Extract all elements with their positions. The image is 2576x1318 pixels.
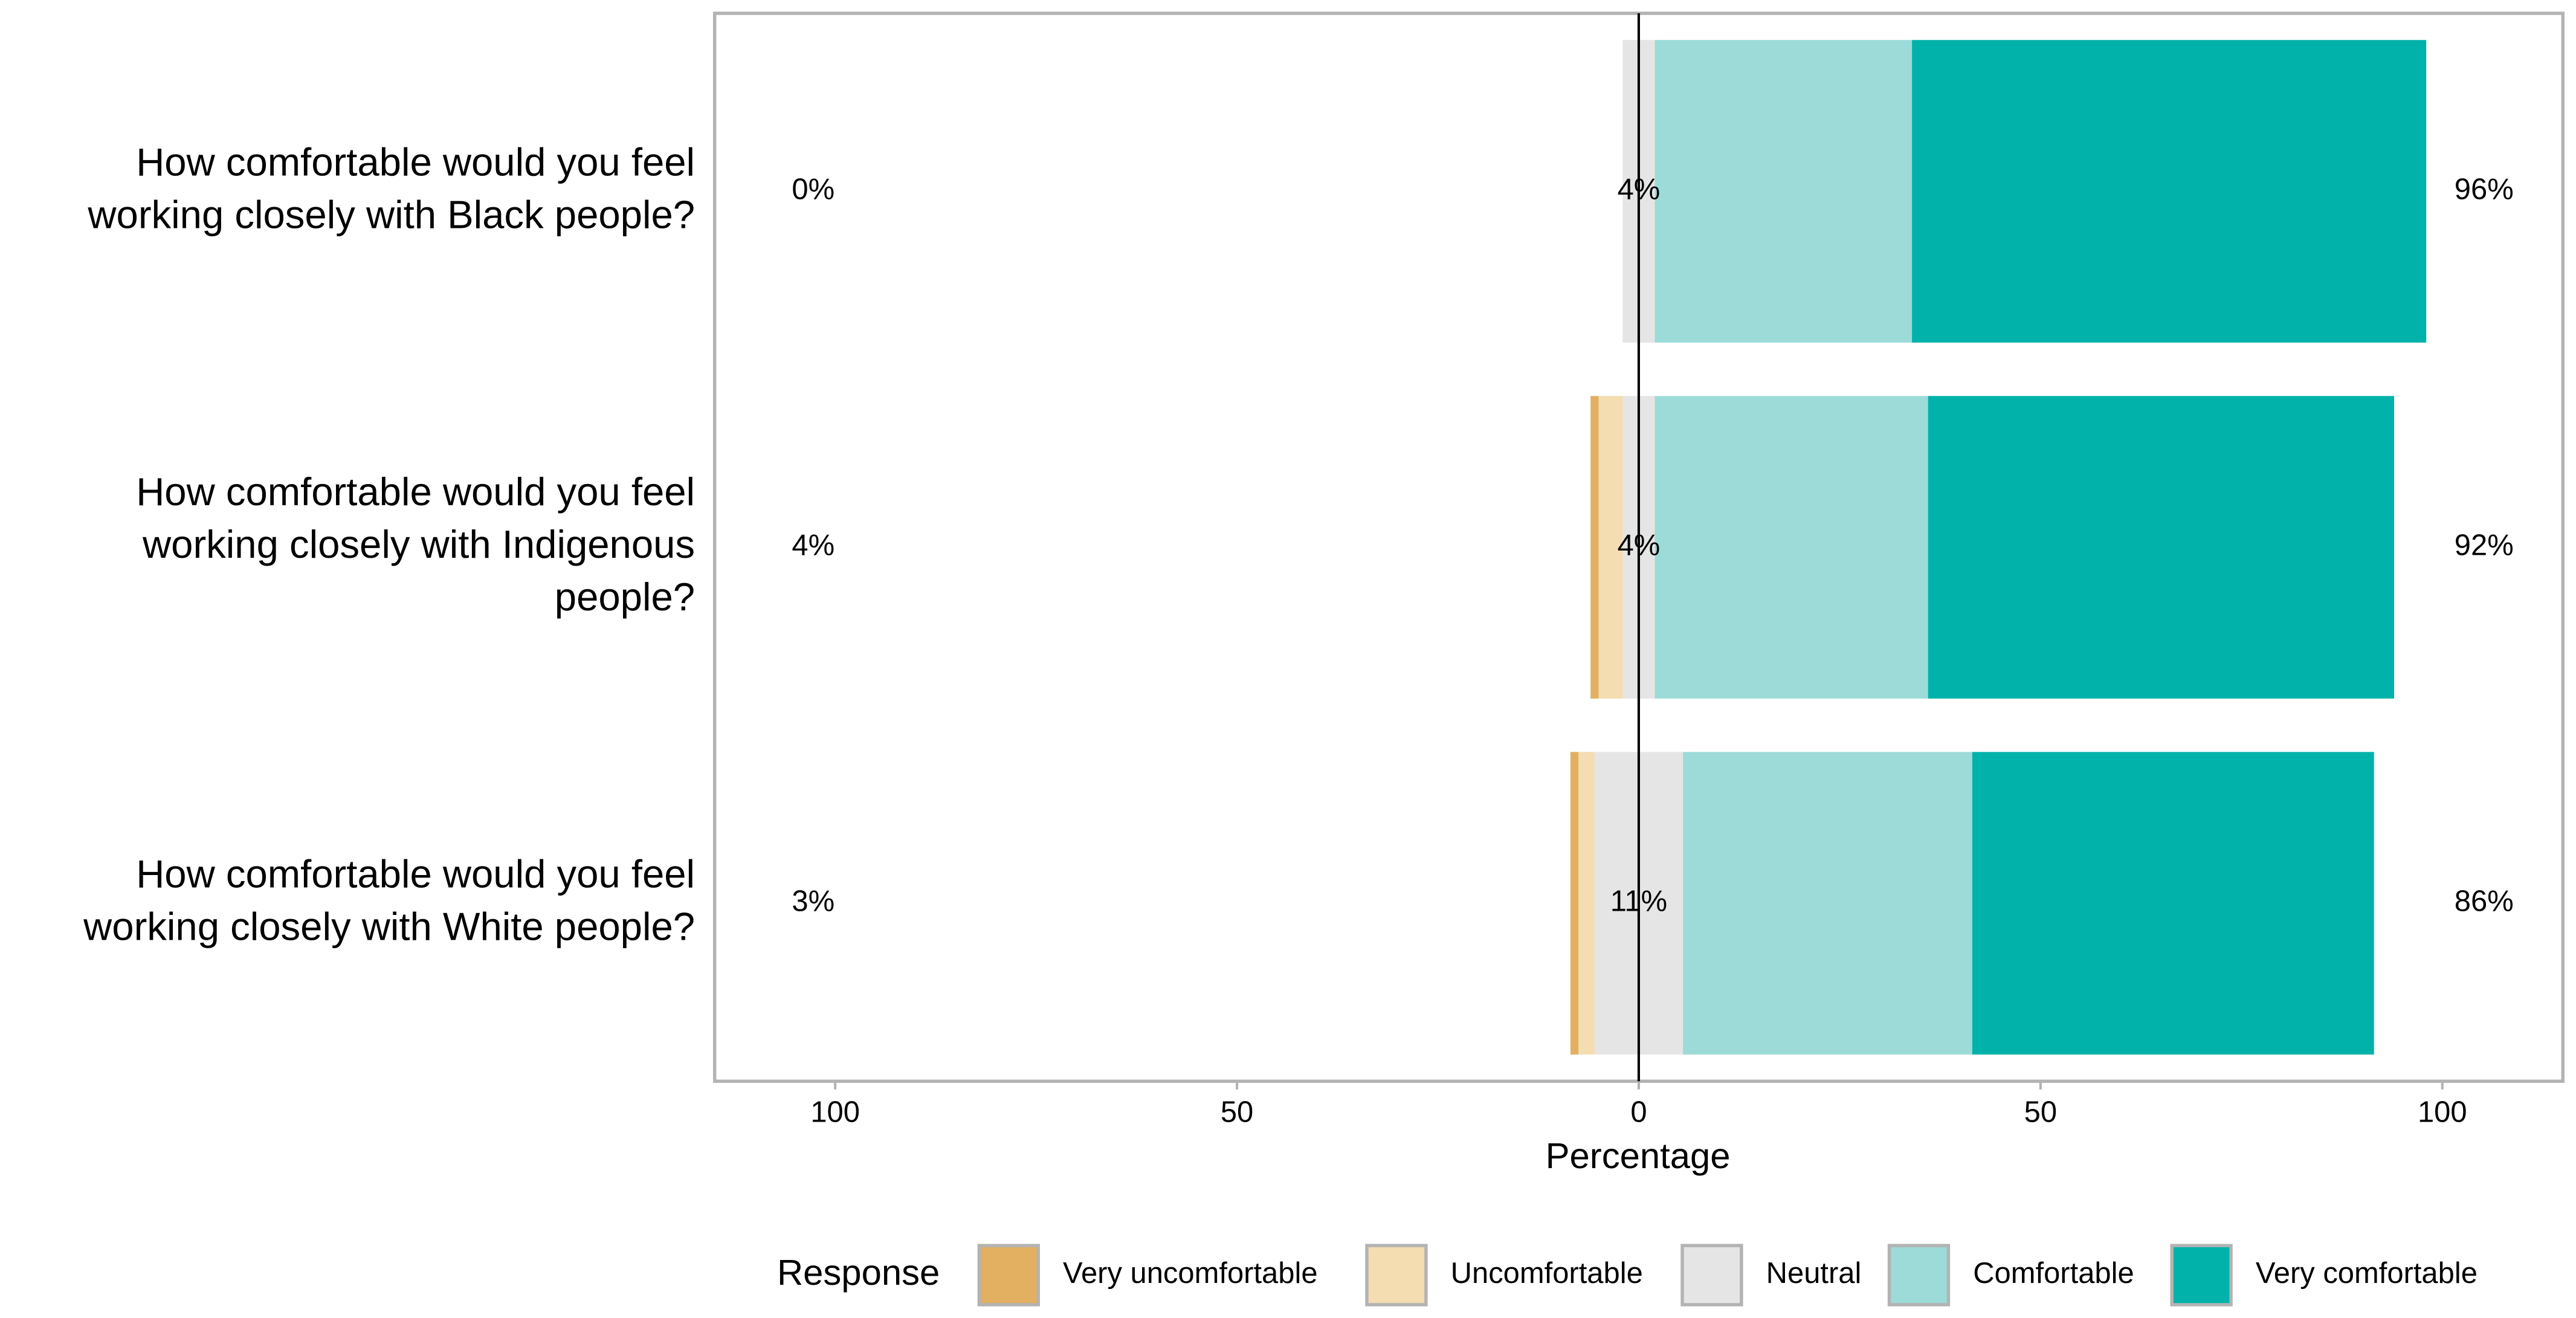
bar-segment [1972, 752, 2374, 1055]
legend-label: Very uncomfortable [1063, 1257, 1318, 1290]
low-total-label: 3% [792, 885, 834, 918]
legend-label: Neutral [1766, 1257, 1862, 1290]
x-tick-label: 50 [1221, 1096, 1253, 1129]
bar-segment [1578, 752, 1595, 1055]
legend-label: Comfortable [1973, 1257, 2134, 1290]
legend-title: Response [777, 1252, 940, 1293]
y-tick-label: working closely with Indigenous [142, 522, 695, 566]
bar-segment [1570, 752, 1579, 1055]
bar-segment [1683, 752, 1972, 1055]
high-total-label: 86% [2455, 885, 2514, 918]
y-tick-label: How comfortable would you feel [136, 140, 695, 184]
x-axis-title: Percentage [1546, 1135, 1731, 1176]
y-tick-label: How comfortable would you feel [136, 851, 695, 896]
legend-key [977, 1244, 1040, 1307]
legend-key [2170, 1244, 2233, 1307]
low-total-label: 0% [792, 173, 834, 205]
legend-label: Uncomfortable [1451, 1257, 1643, 1290]
legend-key [1680, 1244, 1743, 1307]
low-total-label: 4% [792, 529, 834, 562]
x-tick-label: 0 [1630, 1096, 1647, 1129]
bar-segment [1654, 396, 1928, 699]
x-tick-label: 100 [2418, 1096, 2467, 1129]
bar-segment [1598, 396, 1623, 699]
y-tick-label: people? [555, 575, 695, 619]
x-tick-label: 100 [810, 1096, 860, 1129]
y-tick-label: working closely with Black people? [87, 192, 695, 236]
legend-label: Very comfortable [2256, 1257, 2478, 1290]
y-tick-label: working closely with White people? [83, 904, 695, 948]
bar-segment [1912, 40, 2427, 343]
legend-key [1887, 1244, 1951, 1307]
x-tick-label: 50 [2024, 1096, 2057, 1129]
legend-key [1365, 1244, 1428, 1307]
bar-segment [1928, 396, 2394, 699]
bar-segment [1654, 40, 1913, 343]
bar-segment [1590, 396, 1599, 699]
y-tick-label: How comfortable would you feel [136, 470, 695, 514]
high-total-label: 96% [2455, 173, 2514, 205]
high-total-label: 92% [2455, 529, 2514, 562]
